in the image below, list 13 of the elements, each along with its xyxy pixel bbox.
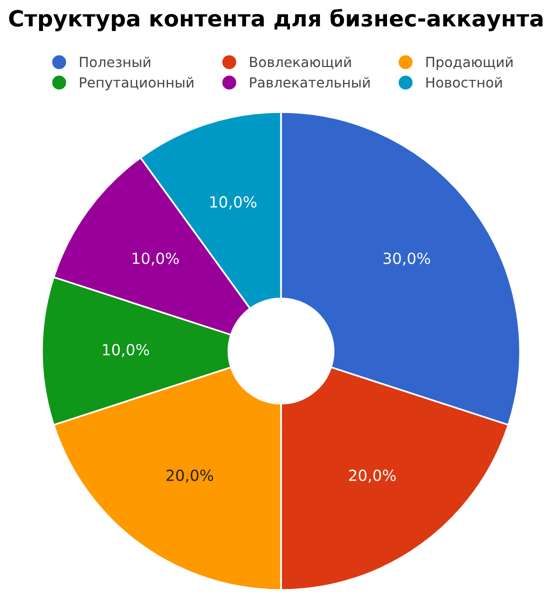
legend-label: Репутационный xyxy=(80,76,194,90)
data-label: 10,0% xyxy=(132,252,179,266)
legend-label: Равлекательный xyxy=(250,76,370,88)
data-label: 30,0% xyxy=(384,252,430,266)
data-label: 20,0% xyxy=(166,470,214,483)
legend-label: Новостной xyxy=(426,76,502,88)
legend-label: Продающий xyxy=(426,56,512,70)
data-label: 20,0% xyxy=(349,470,396,483)
legend-label: Полезный xyxy=(80,56,150,68)
legend-label: Вовлекающий xyxy=(250,56,351,69)
data-label: 10,0% xyxy=(103,344,150,357)
chart-title: Структура контента для бизнес-аккаунта xyxy=(9,8,542,32)
data-label: 10,0% xyxy=(210,196,256,210)
